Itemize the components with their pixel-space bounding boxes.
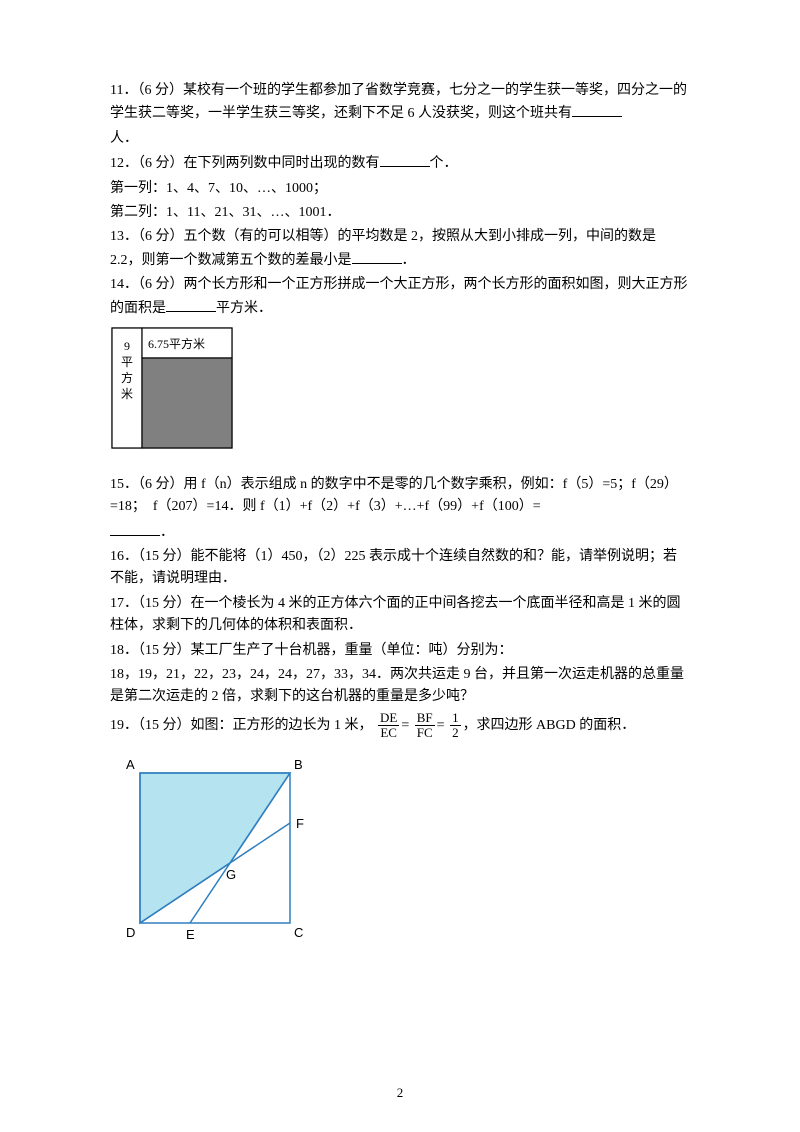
q19: 19．（15 分）如图：正方形的边长为 1 米， DE EC = BF FC =… bbox=[110, 711, 690, 741]
q19-eq2: = bbox=[437, 718, 445, 733]
q13: 13．（6 分）五个数（有的可以相等）的平均数是 2，按照从大到小排成一列，中间… bbox=[110, 226, 690, 272]
q11-blank bbox=[572, 102, 622, 117]
page: 11．（6 分）某校有一个班的学生都参加了省数学竞赛，七分之一的学生获一等奖，四… bbox=[0, 0, 800, 1132]
svg-text:方: 方 bbox=[121, 370, 133, 385]
q11-text-b: 人． bbox=[110, 131, 138, 146]
svg-text:B: B bbox=[294, 758, 303, 772]
q19-frac1: DE EC bbox=[378, 711, 399, 741]
q13-blank bbox=[352, 249, 402, 264]
q12-text-b: 个． bbox=[430, 156, 458, 171]
svg-text:米: 米 bbox=[121, 387, 133, 401]
q11-tail: 人． bbox=[110, 128, 690, 150]
q11: 11．（6 分）某校有一个班的学生都参加了省数学竞赛，七分之一的学生获一等奖，四… bbox=[110, 80, 690, 126]
svg-text:D: D bbox=[126, 925, 135, 940]
svg-text:A: A bbox=[126, 758, 135, 772]
q13-text-b: ． bbox=[402, 253, 416, 268]
q15-line2: ． bbox=[110, 521, 690, 544]
q17: 17．（15 分）在一个棱长为 4 米的正方体六个面的正中间各挖去一个底面半径和… bbox=[110, 593, 690, 638]
q19-frac2-num: BF bbox=[415, 711, 435, 726]
svg-text:平: 平 bbox=[121, 355, 133, 369]
page-number: 2 bbox=[0, 1083, 800, 1104]
q19-frac2: BF FC bbox=[415, 711, 435, 741]
q19-eq1: = bbox=[401, 718, 409, 733]
svg-text:E: E bbox=[186, 927, 195, 942]
q14-figure: 6.75平方米 9 平方米 bbox=[110, 326, 690, 456]
q18-line1: 18．（15 分）某工厂生产了十台机器，重量（单位：吨）分别为： bbox=[110, 640, 690, 662]
q12-text-a: 12．（6 分）在下列两列数中同时出现的数有 bbox=[110, 156, 380, 171]
q12-blank bbox=[380, 152, 430, 167]
q12-line1: 12．（6 分）在下列两列数中同时出现的数有 个． bbox=[110, 152, 690, 175]
q14-text-b: 平方米． bbox=[216, 301, 272, 316]
q19-text-b: ，求四边形 ABGD 的面积． bbox=[463, 718, 636, 733]
q14-blank bbox=[166, 297, 216, 312]
q19-text-a: 19．（15 分）如图：正方形的边长为 1 米， bbox=[110, 718, 373, 733]
q15-text-b: ． bbox=[160, 525, 174, 540]
q19-svg: A B C D E F G bbox=[110, 758, 310, 948]
svg-text:6.75平方米: 6.75平方米 bbox=[148, 336, 205, 351]
q12-line3: 第二列：1、11、21、31、…、1001． bbox=[110, 202, 690, 224]
q12-line2: 第一列：1、4、7、10、…、1000； bbox=[110, 178, 690, 200]
q18-line2: 18，19，21，22，23，24，24，27，33，34．两次共运走 9 台，… bbox=[110, 664, 690, 709]
q14-svg: 6.75平方米 9 平方米 bbox=[110, 326, 240, 456]
q15-text-a: 15．（6 分）用 f（n）表示组成 n 的数字中不是零的几个数字乘积，例如：f… bbox=[110, 477, 678, 514]
q19-frac3: 1 2 bbox=[450, 711, 461, 741]
q19-frac3-num: 1 bbox=[450, 711, 461, 726]
q14: 14．（6 分）两个长方形和一个正方形拼成一个大正方形，两个长方形的面积如图，则… bbox=[110, 274, 690, 320]
q19-frac2-den: FC bbox=[415, 726, 435, 740]
q15-blank bbox=[110, 521, 160, 536]
q16: 16．（15 分）能不能将（1）450，（2）225 表示成十个连续自然数的和？… bbox=[110, 546, 690, 591]
q19-figure: A B C D E F G bbox=[110, 758, 690, 948]
svg-text:F: F bbox=[296, 816, 304, 831]
q19-frac3-den: 2 bbox=[450, 726, 461, 740]
svg-text:G: G bbox=[226, 867, 236, 882]
q19-frac1-num: DE bbox=[378, 711, 399, 726]
q15-line1: 15．（6 分）用 f（n）表示组成 n 的数字中不是零的几个数字乘积，例如：f… bbox=[110, 474, 690, 519]
svg-text:9: 9 bbox=[124, 339, 130, 353]
svg-text:C: C bbox=[294, 925, 303, 940]
q19-frac1-den: EC bbox=[378, 726, 399, 740]
